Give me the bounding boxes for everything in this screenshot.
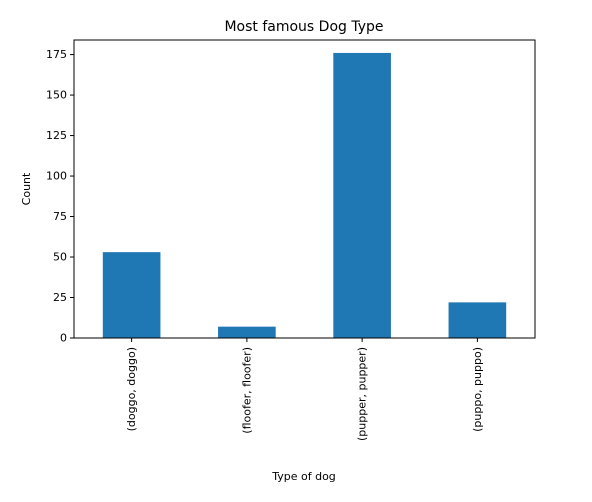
chart-title: Most famous Dog Type xyxy=(224,19,383,35)
bars-group xyxy=(102,52,507,339)
bar-3 xyxy=(448,302,507,338)
plot-frame xyxy=(73,39,536,339)
x-tick-label-3: (puppo, puppo) xyxy=(471,347,484,432)
y-tick-label-3: 75 xyxy=(53,210,67,223)
y-tick-label-2: 50 xyxy=(53,251,67,264)
bar-0 xyxy=(102,252,161,338)
x-axis: (doggo, doggo) (floofer, floofer) (pupper,… xyxy=(125,338,484,441)
y-tick-label-5: 125 xyxy=(46,129,67,142)
bar-2 xyxy=(333,52,391,339)
y-tick-label-0: 0 xyxy=(60,332,67,345)
x-tick-label-0: (doggo, doggo) xyxy=(125,347,138,431)
x-tick-label-1: (floofer, floofer) xyxy=(240,347,253,434)
y-tick-label-4: 100 xyxy=(46,170,67,183)
x-tick-label-2: (pupper, pupper) xyxy=(356,347,369,441)
x-axis-label: Type of dog xyxy=(271,470,336,483)
y-axis-label: Count xyxy=(20,172,33,205)
y-tick-label-6: 150 xyxy=(46,89,67,102)
y-tick-label-7: 175 xyxy=(46,48,67,61)
y-tick-label-1: 25 xyxy=(53,291,67,304)
bar-1 xyxy=(218,326,276,338)
y-axis: 0 25 50 75 100 125 150 175 xyxy=(46,48,74,345)
